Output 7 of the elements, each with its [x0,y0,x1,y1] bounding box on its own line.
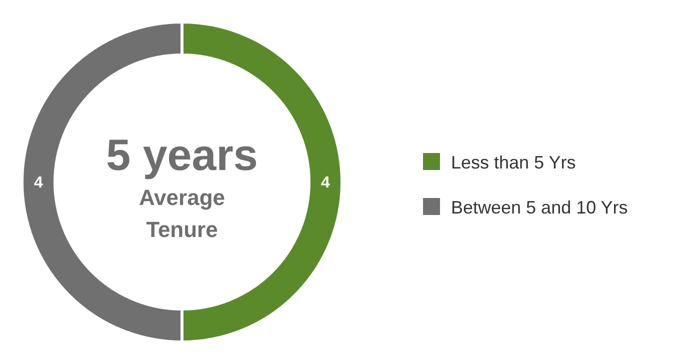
legend-label: Less than 5 Yrs [451,152,576,172]
data-label: 4 [34,174,44,192]
data-label: 4 [321,174,330,192]
text: 5 years [106,131,258,180]
text: Average [138,185,226,210]
legend-label: Between 5 and 10 Yrs [451,197,628,218]
text: Tenure [146,217,218,242]
